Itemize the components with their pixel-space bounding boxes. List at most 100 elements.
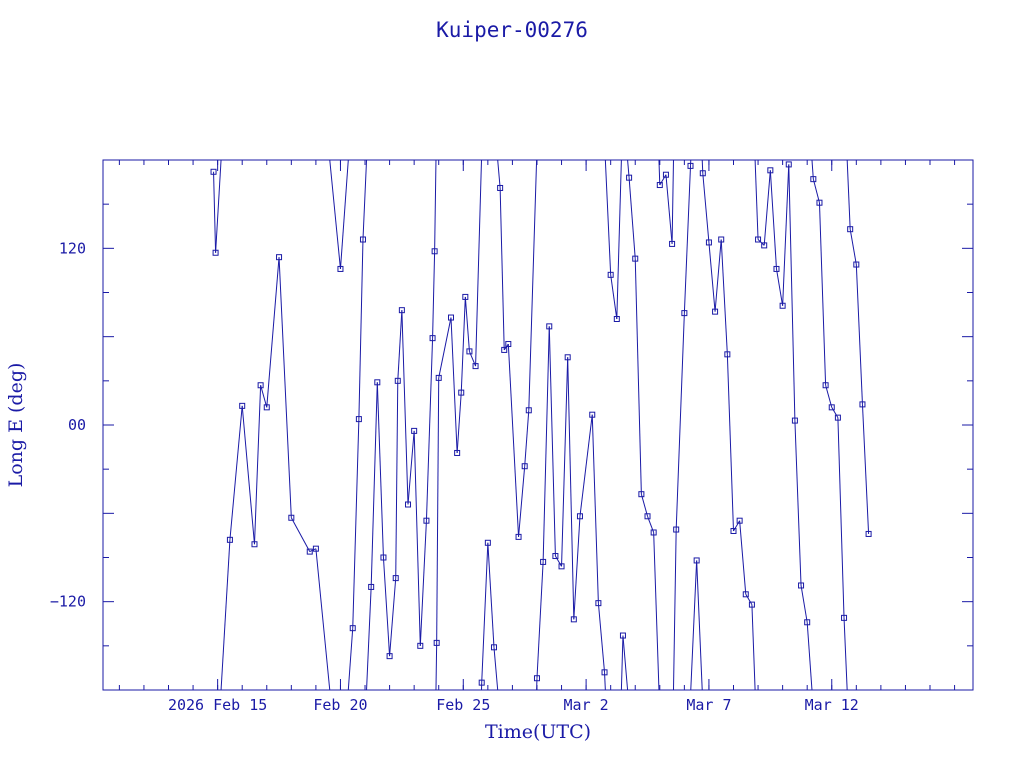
data-point — [576, 513, 583, 520]
series-segment — [690, 560, 698, 690]
series-segment — [487, 542, 495, 648]
data-point — [662, 171, 669, 178]
data-point — [798, 582, 805, 589]
data-point — [724, 351, 731, 358]
series-segment — [708, 242, 716, 312]
data-point — [454, 449, 461, 456]
data-point — [828, 404, 835, 411]
x-axis-label: Time(UTC) — [485, 721, 591, 743]
series-segment — [757, 239, 765, 246]
series-segment — [782, 164, 790, 306]
data-point — [515, 533, 522, 540]
data-point — [822, 382, 829, 389]
data-point — [501, 346, 508, 353]
series-segment — [395, 380, 399, 579]
series-segment — [401, 310, 409, 505]
data-point — [288, 514, 295, 521]
series-segment — [518, 466, 526, 537]
data-point — [656, 182, 663, 189]
x-tick-label: Feb 25 — [436, 696, 490, 714]
series-segment — [435, 642, 438, 690]
data-point — [570, 616, 577, 623]
series-segment — [591, 414, 599, 604]
data-point — [212, 249, 219, 256]
series-segment — [818, 202, 827, 386]
data-point — [546, 323, 553, 330]
data-point — [785, 161, 792, 168]
data-point — [650, 529, 657, 536]
data-point — [638, 491, 645, 498]
series-segment — [413, 430, 421, 646]
series-segment — [554, 555, 562, 567]
x-tick-label: Mar 2 — [564, 696, 609, 714]
data-point — [595, 600, 602, 607]
data-point — [626, 174, 633, 181]
series-segment — [843, 617, 848, 690]
series-segment — [763, 170, 771, 246]
data-point — [558, 563, 565, 570]
series-segment — [432, 251, 436, 339]
series-segment — [658, 160, 661, 186]
data-point — [816, 199, 823, 206]
data-point — [355, 416, 362, 423]
x-tick-label: Mar 7 — [686, 696, 731, 714]
data-point — [521, 463, 528, 470]
x-axis: 2026 Feb 15 Feb 20 Feb 25 Mar 2 Mar 7 Mar 12 — [118, 160, 956, 714]
series-segment — [846, 160, 851, 230]
series-segment — [672, 529, 677, 690]
data-point — [773, 265, 780, 272]
series-segment — [464, 296, 470, 352]
series-segment — [622, 635, 629, 690]
series-segment — [616, 160, 622, 320]
data-point — [847, 226, 854, 233]
series-segment — [397, 310, 403, 381]
y-axis: 120 00 −120 — [50, 159, 973, 691]
series-segment — [628, 177, 636, 259]
data-point — [435, 374, 442, 381]
data-point — [632, 255, 639, 262]
series-segment — [229, 405, 243, 540]
data-point — [423, 517, 430, 524]
series-segment — [339, 160, 349, 269]
series-segment — [806, 622, 813, 690]
data-point — [398, 307, 405, 314]
series-segment — [567, 357, 575, 620]
data-point — [337, 265, 344, 272]
series-segment — [745, 594, 753, 605]
series-segment — [542, 326, 550, 562]
data-point — [386, 653, 393, 660]
series-segment — [450, 317, 458, 453]
data-point — [505, 341, 512, 348]
data-point — [601, 669, 608, 676]
series-segment — [610, 274, 618, 320]
series-segment — [507, 344, 520, 537]
series-segment — [376, 382, 384, 558]
series-segment — [389, 578, 397, 657]
series-segment — [754, 160, 759, 240]
series-segment — [352, 419, 360, 629]
series-segment — [733, 520, 741, 532]
data-point — [705, 239, 712, 246]
data-point — [748, 601, 755, 608]
data-point — [834, 414, 841, 421]
data-point — [865, 530, 872, 537]
series-segment — [434, 160, 437, 252]
series-segment — [775, 268, 784, 306]
series-segment — [475, 160, 482, 367]
series-segment — [671, 160, 674, 244]
series-segment — [499, 187, 505, 350]
series-segment — [278, 257, 292, 518]
data-point — [699, 170, 706, 177]
data-point — [392, 575, 399, 582]
series-segment — [524, 410, 530, 467]
series-segment — [634, 258, 642, 495]
series-segment — [407, 430, 415, 505]
data-point — [349, 625, 356, 632]
series-segment — [849, 229, 857, 265]
data-point — [359, 236, 366, 243]
series-segment — [696, 560, 703, 690]
series-segment — [683, 165, 692, 314]
data-point — [718, 236, 725, 243]
data-point — [804, 619, 811, 626]
